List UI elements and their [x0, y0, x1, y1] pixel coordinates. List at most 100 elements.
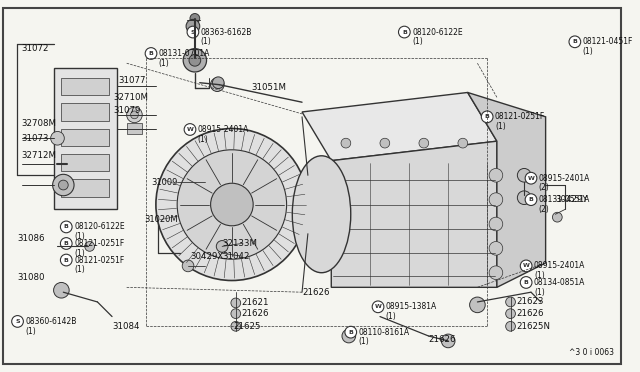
Text: B: B	[348, 330, 353, 335]
Text: B: B	[524, 280, 529, 285]
Circle shape	[419, 138, 429, 148]
Bar	[61, 78, 109, 95]
Text: 08131-0701A: 08131-0701A	[159, 49, 210, 58]
Circle shape	[506, 321, 515, 331]
Text: 31072: 31072	[21, 44, 49, 53]
Text: 08121-0251F: 08121-0251F	[74, 239, 124, 248]
Text: (1): (1)	[26, 327, 36, 336]
Bar	[61, 103, 109, 121]
Text: 32708M: 32708M	[21, 119, 56, 128]
Text: 21626: 21626	[302, 288, 330, 297]
Circle shape	[520, 277, 532, 288]
Circle shape	[184, 124, 196, 135]
Circle shape	[231, 298, 241, 308]
Circle shape	[84, 241, 95, 251]
Text: 08360-6142B: 08360-6142B	[26, 317, 77, 326]
Circle shape	[231, 309, 241, 318]
Text: (1): (1)	[582, 47, 593, 56]
Text: B: B	[64, 257, 68, 263]
Text: B: B	[529, 197, 534, 202]
Circle shape	[442, 334, 455, 348]
Polygon shape	[302, 93, 497, 161]
Bar	[127, 123, 142, 134]
Text: 32710M: 32710M	[113, 93, 148, 102]
Text: 08915-2401A: 08915-2401A	[539, 174, 590, 183]
Circle shape	[489, 169, 503, 182]
Circle shape	[190, 13, 200, 23]
Text: 08134-0851A: 08134-0851A	[534, 278, 586, 287]
Text: W: W	[523, 263, 529, 268]
Circle shape	[458, 138, 468, 148]
Text: 08363-6162B: 08363-6162B	[201, 28, 252, 36]
Text: 31073: 31073	[21, 134, 49, 143]
Text: (1): (1)	[74, 232, 84, 241]
Circle shape	[183, 49, 207, 72]
Circle shape	[60, 254, 72, 266]
Polygon shape	[332, 141, 497, 287]
Circle shape	[525, 172, 537, 184]
Text: 32133M: 32133M	[222, 239, 257, 248]
Text: 31077: 31077	[119, 76, 147, 85]
Circle shape	[58, 180, 68, 190]
Text: B: B	[64, 224, 68, 230]
Circle shape	[552, 212, 562, 222]
Text: 32712M: 32712M	[21, 151, 56, 160]
Bar	[61, 128, 109, 146]
Circle shape	[520, 260, 532, 272]
Text: 31084: 31084	[112, 322, 140, 331]
Text: 08915-2401A: 08915-2401A	[198, 125, 249, 134]
Circle shape	[489, 217, 503, 231]
Circle shape	[399, 26, 410, 38]
Text: 31042: 31042	[222, 251, 250, 261]
Text: (1): (1)	[201, 37, 211, 46]
Circle shape	[145, 48, 157, 60]
Circle shape	[54, 282, 69, 298]
Text: B: B	[572, 39, 577, 44]
Text: W: W	[527, 176, 534, 181]
Text: 21626: 21626	[242, 309, 269, 318]
Text: 31020M: 31020M	[144, 215, 178, 224]
Ellipse shape	[292, 156, 351, 273]
Circle shape	[211, 78, 224, 92]
Text: 21626: 21626	[516, 309, 544, 318]
Text: ^3 0 i 0063: ^3 0 i 0063	[569, 349, 614, 357]
Text: S: S	[15, 319, 20, 324]
Text: B: B	[402, 29, 407, 35]
Text: 08915-2401A: 08915-2401A	[534, 262, 586, 270]
Text: 21625N: 21625N	[516, 322, 550, 331]
Circle shape	[177, 150, 287, 259]
Text: (1): (1)	[159, 59, 170, 68]
Text: (1): (1)	[412, 37, 423, 46]
Text: 30429X: 30429X	[190, 251, 223, 261]
Circle shape	[212, 77, 224, 89]
Text: B: B	[64, 241, 68, 246]
Circle shape	[127, 107, 142, 123]
Text: (1): (1)	[534, 288, 545, 297]
Text: (1): (1)	[198, 135, 209, 144]
Bar	[61, 179, 109, 197]
Circle shape	[12, 315, 24, 327]
Circle shape	[186, 19, 200, 33]
Circle shape	[216, 241, 228, 252]
Text: 31051M: 31051M	[252, 83, 286, 92]
Text: 21626: 21626	[429, 336, 456, 344]
Circle shape	[380, 138, 390, 148]
Circle shape	[345, 326, 356, 338]
Circle shape	[156, 128, 308, 280]
Text: (1): (1)	[495, 122, 506, 131]
Circle shape	[489, 266, 503, 279]
Text: 08110-8161A: 08110-8161A	[358, 328, 410, 337]
Text: (2): (2)	[539, 183, 550, 192]
Bar	[61, 154, 109, 171]
Text: 08915-1381A: 08915-1381A	[386, 302, 437, 311]
Text: (1): (1)	[74, 265, 84, 274]
Circle shape	[489, 193, 503, 206]
Circle shape	[470, 297, 485, 312]
Circle shape	[506, 297, 515, 307]
Text: 31086: 31086	[17, 234, 45, 243]
Text: 08121-0451F: 08121-0451F	[582, 37, 633, 46]
Text: B: B	[484, 114, 490, 119]
Circle shape	[342, 329, 356, 343]
Text: 21621: 21621	[242, 298, 269, 307]
Circle shape	[52, 174, 74, 196]
